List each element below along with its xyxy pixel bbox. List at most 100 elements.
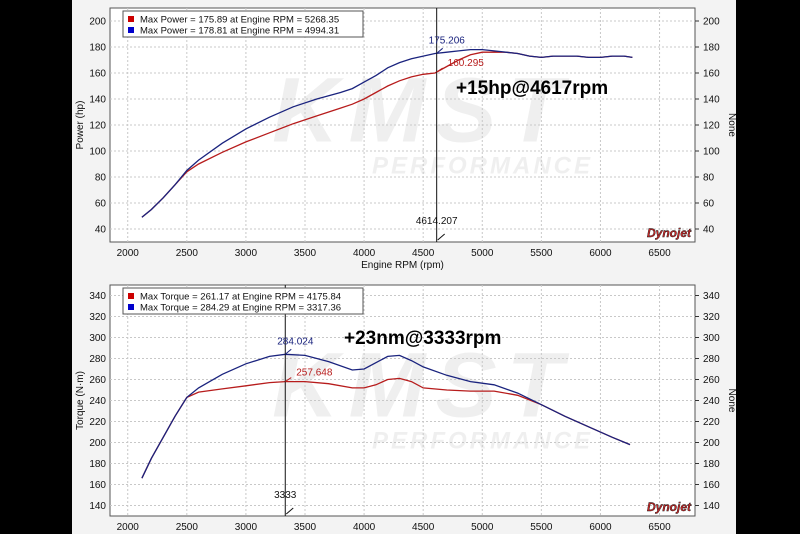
cursor-pointer — [285, 507, 294, 515]
y-tick-label: 180 — [89, 43, 106, 54]
y-tick-label-right: 220 — [703, 417, 720, 428]
y-tick-label: 40 — [95, 225, 107, 236]
y-axis-label: Power (hp) — [75, 101, 86, 150]
watermark-subtext: PERFORMANCE — [372, 152, 593, 179]
y-tick-label-right: 200 — [703, 438, 720, 449]
x-tick-label: 2500 — [176, 522, 199, 533]
y-tick-label: 220 — [89, 417, 106, 428]
x-tick-label: 4500 — [412, 248, 435, 259]
x-tick-label: 2500 — [176, 248, 199, 259]
y-tick-label: 100 — [89, 147, 106, 158]
x-tick-label: 6000 — [589, 522, 612, 533]
y-tick-label: 60 — [95, 199, 107, 210]
cursor-x-readout: 4614.207 — [416, 216, 458, 227]
y-tick-label-right: 240 — [703, 396, 720, 407]
y-axis-label: Torque (N·m) — [75, 371, 86, 430]
readout-pointer — [436, 47, 443, 54]
x-tick-label: 3000 — [235, 248, 258, 259]
x-tick-label: 3500 — [294, 522, 317, 533]
y-tick-label-right: 120 — [703, 121, 720, 132]
legend-box — [122, 10, 364, 38]
y-tick-label: 80 — [95, 173, 107, 184]
x-tick-label: 6000 — [589, 248, 612, 259]
y-tick-label-right: 80 — [703, 173, 715, 184]
gain-annotation: +15hp@4617rpm — [456, 78, 608, 99]
series-line-1 — [141, 377, 631, 479]
series-line-2 — [141, 353, 631, 479]
x-tick-label: 2000 — [117, 522, 140, 533]
y-tick-label: 200 — [89, 438, 106, 449]
legend-entry: Max Power = 175.89 at Engine RPM = 5268.… — [140, 15, 339, 26]
y-tick-label-right: 300 — [703, 333, 720, 344]
cursor-pointer — [437, 233, 446, 241]
cursor-value-readout: 160.295 — [448, 58, 485, 69]
legend-box — [122, 287, 364, 315]
y-tick-label: 280 — [89, 354, 106, 365]
y-tick-label: 320 — [89, 312, 106, 323]
y-axis-label-right: None — [726, 113, 737, 137]
watermark-text: KMST — [272, 59, 573, 161]
y-tick-label-right: 100 — [703, 147, 720, 158]
dynojet-logo: Dynojet — [647, 500, 692, 514]
x-tick-label: 3000 — [235, 522, 258, 533]
y-tick-label-right: 160 — [703, 69, 720, 80]
y-tick-label-right: 40 — [703, 225, 715, 236]
y-tick-label: 160 — [89, 480, 106, 491]
x-tick-label: 5500 — [530, 522, 553, 533]
legend-entry: Max Torque = 284.29 at Engine RPM = 3317… — [140, 303, 341, 314]
y-tick-label-right: 280 — [703, 354, 720, 365]
y-tick-label-right: 180 — [703, 459, 720, 470]
cursor-value-readout: 175.206 — [429, 35, 466, 46]
x-tick-label: 5500 — [530, 248, 553, 259]
x-tick-label: 4000 — [353, 522, 376, 533]
dynojet-logo: Dynojet — [647, 226, 692, 240]
legend: Max Power = 175.89 at Engine RPM = 5268.… — [122, 10, 364, 38]
readout-pointer — [284, 377, 292, 383]
cursor-value-readout: 257.648 — [296, 368, 333, 379]
x-tick-label: 3500 — [294, 248, 317, 259]
legend-swatch — [128, 293, 134, 299]
y-tick-label: 300 — [89, 333, 106, 344]
y-tick-label-right: 320 — [703, 312, 720, 323]
y-tick-label-right: 340 — [703, 291, 720, 302]
y-tick-label-right: 260 — [703, 375, 720, 386]
legend-swatch — [128, 27, 134, 33]
x-tick-label: 4500 — [412, 522, 435, 533]
cursor-x-readout: 3333 — [274, 490, 297, 501]
y-tick-label: 140 — [89, 501, 106, 512]
legend-entry: Max Torque = 261.17 at Engine RPM = 4175… — [140, 292, 341, 303]
gain-annotation: +23nm@3333rpm — [344, 328, 501, 349]
watermark-subtext: PERFORMANCE — [372, 428, 593, 455]
x-tick-label: 5000 — [471, 248, 494, 259]
legend-swatch — [128, 304, 134, 310]
y-tick-label: 140 — [89, 95, 106, 106]
x-axis-label: Engine RPM (rpm) — [361, 260, 444, 271]
y-tick-label: 180 — [89, 459, 106, 470]
x-tick-label: 5000 — [471, 522, 494, 533]
y-tick-label-right: 180 — [703, 43, 720, 54]
legend: Max Torque = 261.17 at Engine RPM = 4175… — [122, 287, 364, 315]
x-tick-label: 6500 — [648, 248, 671, 259]
y-tick-label-right: 140 — [703, 501, 720, 512]
y-tick-label: 160 — [89, 69, 106, 80]
watermark-text: KMST — [272, 335, 573, 437]
y-tick-label-right: 60 — [703, 199, 715, 210]
x-tick-label: 2000 — [117, 248, 140, 259]
legend-swatch — [128, 16, 134, 22]
y-tick-label: 240 — [89, 396, 106, 407]
cursor-value-readout: 284.024 — [277, 336, 314, 347]
y-tick-label: 200 — [89, 17, 106, 28]
y-tick-label-right: 200 — [703, 17, 720, 28]
y-tick-label-right: 160 — [703, 480, 720, 491]
x-tick-label: 4000 — [353, 248, 376, 259]
y-axis-label-right: None — [726, 389, 737, 413]
y-tick-label-right: 140 — [703, 95, 720, 106]
legend-entry: Max Power = 178.81 at Engine RPM = 4994.… — [140, 26, 339, 37]
readout-pointer — [284, 348, 292, 355]
